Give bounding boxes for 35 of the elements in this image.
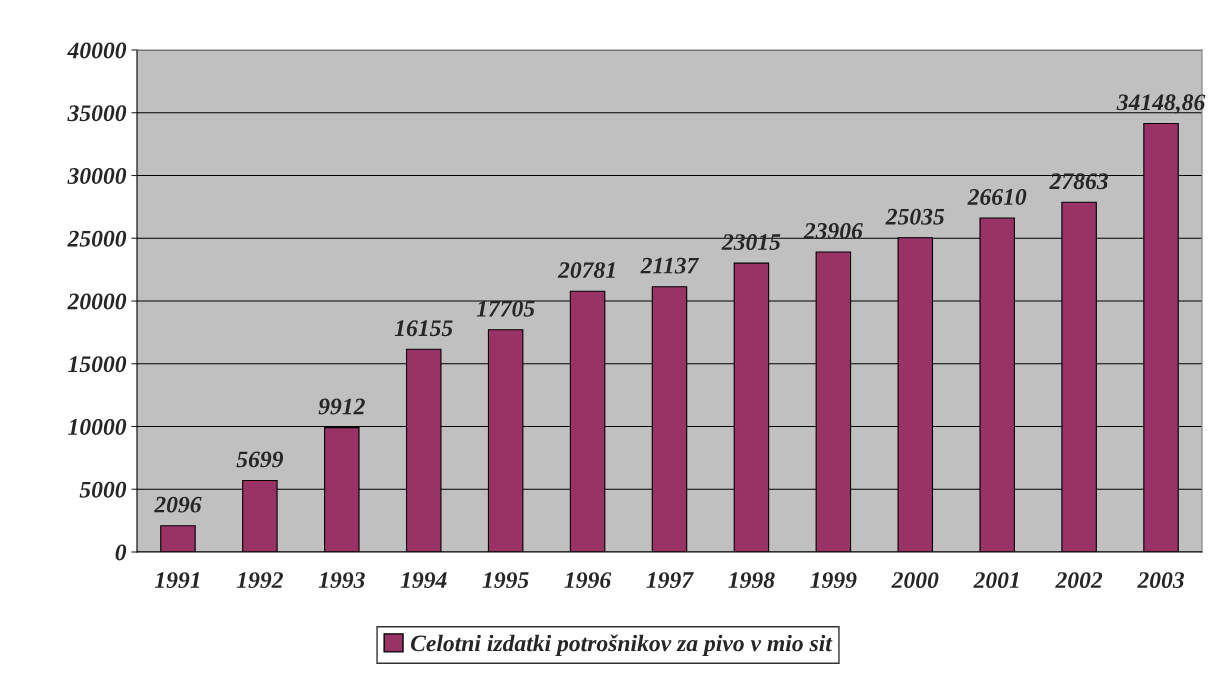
y-tick-label: 35000 bbox=[67, 105, 127, 122]
x-tick-label: 1993 bbox=[318, 572, 365, 589]
data-label: 21137 bbox=[640, 257, 700, 274]
data-label: 27863 bbox=[1049, 173, 1108, 190]
x-tick-label: 2000 bbox=[891, 572, 939, 589]
data-label: 9912 bbox=[318, 398, 365, 415]
data-label: 16155 bbox=[394, 320, 453, 337]
data-label: 5699 bbox=[236, 451, 284, 468]
y-tick-label: 0 bbox=[115, 544, 127, 561]
x-tick-label: 1991 bbox=[154, 572, 200, 589]
x-tick-label: 1997 bbox=[646, 572, 694, 589]
x-tick-label: 1998 bbox=[728, 572, 775, 589]
x-tick-label: 2001 bbox=[973, 572, 1019, 589]
y-tick-label: 30000 bbox=[67, 167, 127, 184]
y-tick-label: 25000 bbox=[67, 230, 127, 247]
y-tick-label: 15000 bbox=[68, 356, 127, 373]
x-tick-label: 1999 bbox=[810, 572, 857, 589]
data-label: 2096 bbox=[154, 496, 202, 513]
data-label: 23906 bbox=[803, 222, 863, 239]
x-tick-label: 2003 bbox=[1137, 572, 1185, 589]
x-tick-label: 2002 bbox=[1055, 572, 1103, 589]
data-label: 17705 bbox=[476, 300, 535, 317]
data-label: 34148,86 bbox=[1116, 94, 1206, 114]
data-label: 25035 bbox=[885, 208, 945, 225]
x-tick-label: 1994 bbox=[400, 572, 447, 589]
data-label: 26610 bbox=[967, 188, 1027, 205]
x-tick-label: 1995 bbox=[482, 572, 529, 589]
legend-label: Celotni izdatki potrošnikov za pivo v mio sit bbox=[410, 634, 833, 657]
x-tick-label: 1992 bbox=[236, 572, 283, 589]
data-label: 20781 bbox=[557, 262, 615, 279]
y-tick-label: 10000 bbox=[68, 418, 127, 435]
y-tick-label: 40000 bbox=[67, 42, 127, 59]
x-tick-label: 1996 bbox=[564, 572, 612, 589]
y-tick-label: 20000 bbox=[67, 293, 127, 310]
y-tick-label: 5000 bbox=[79, 481, 127, 498]
